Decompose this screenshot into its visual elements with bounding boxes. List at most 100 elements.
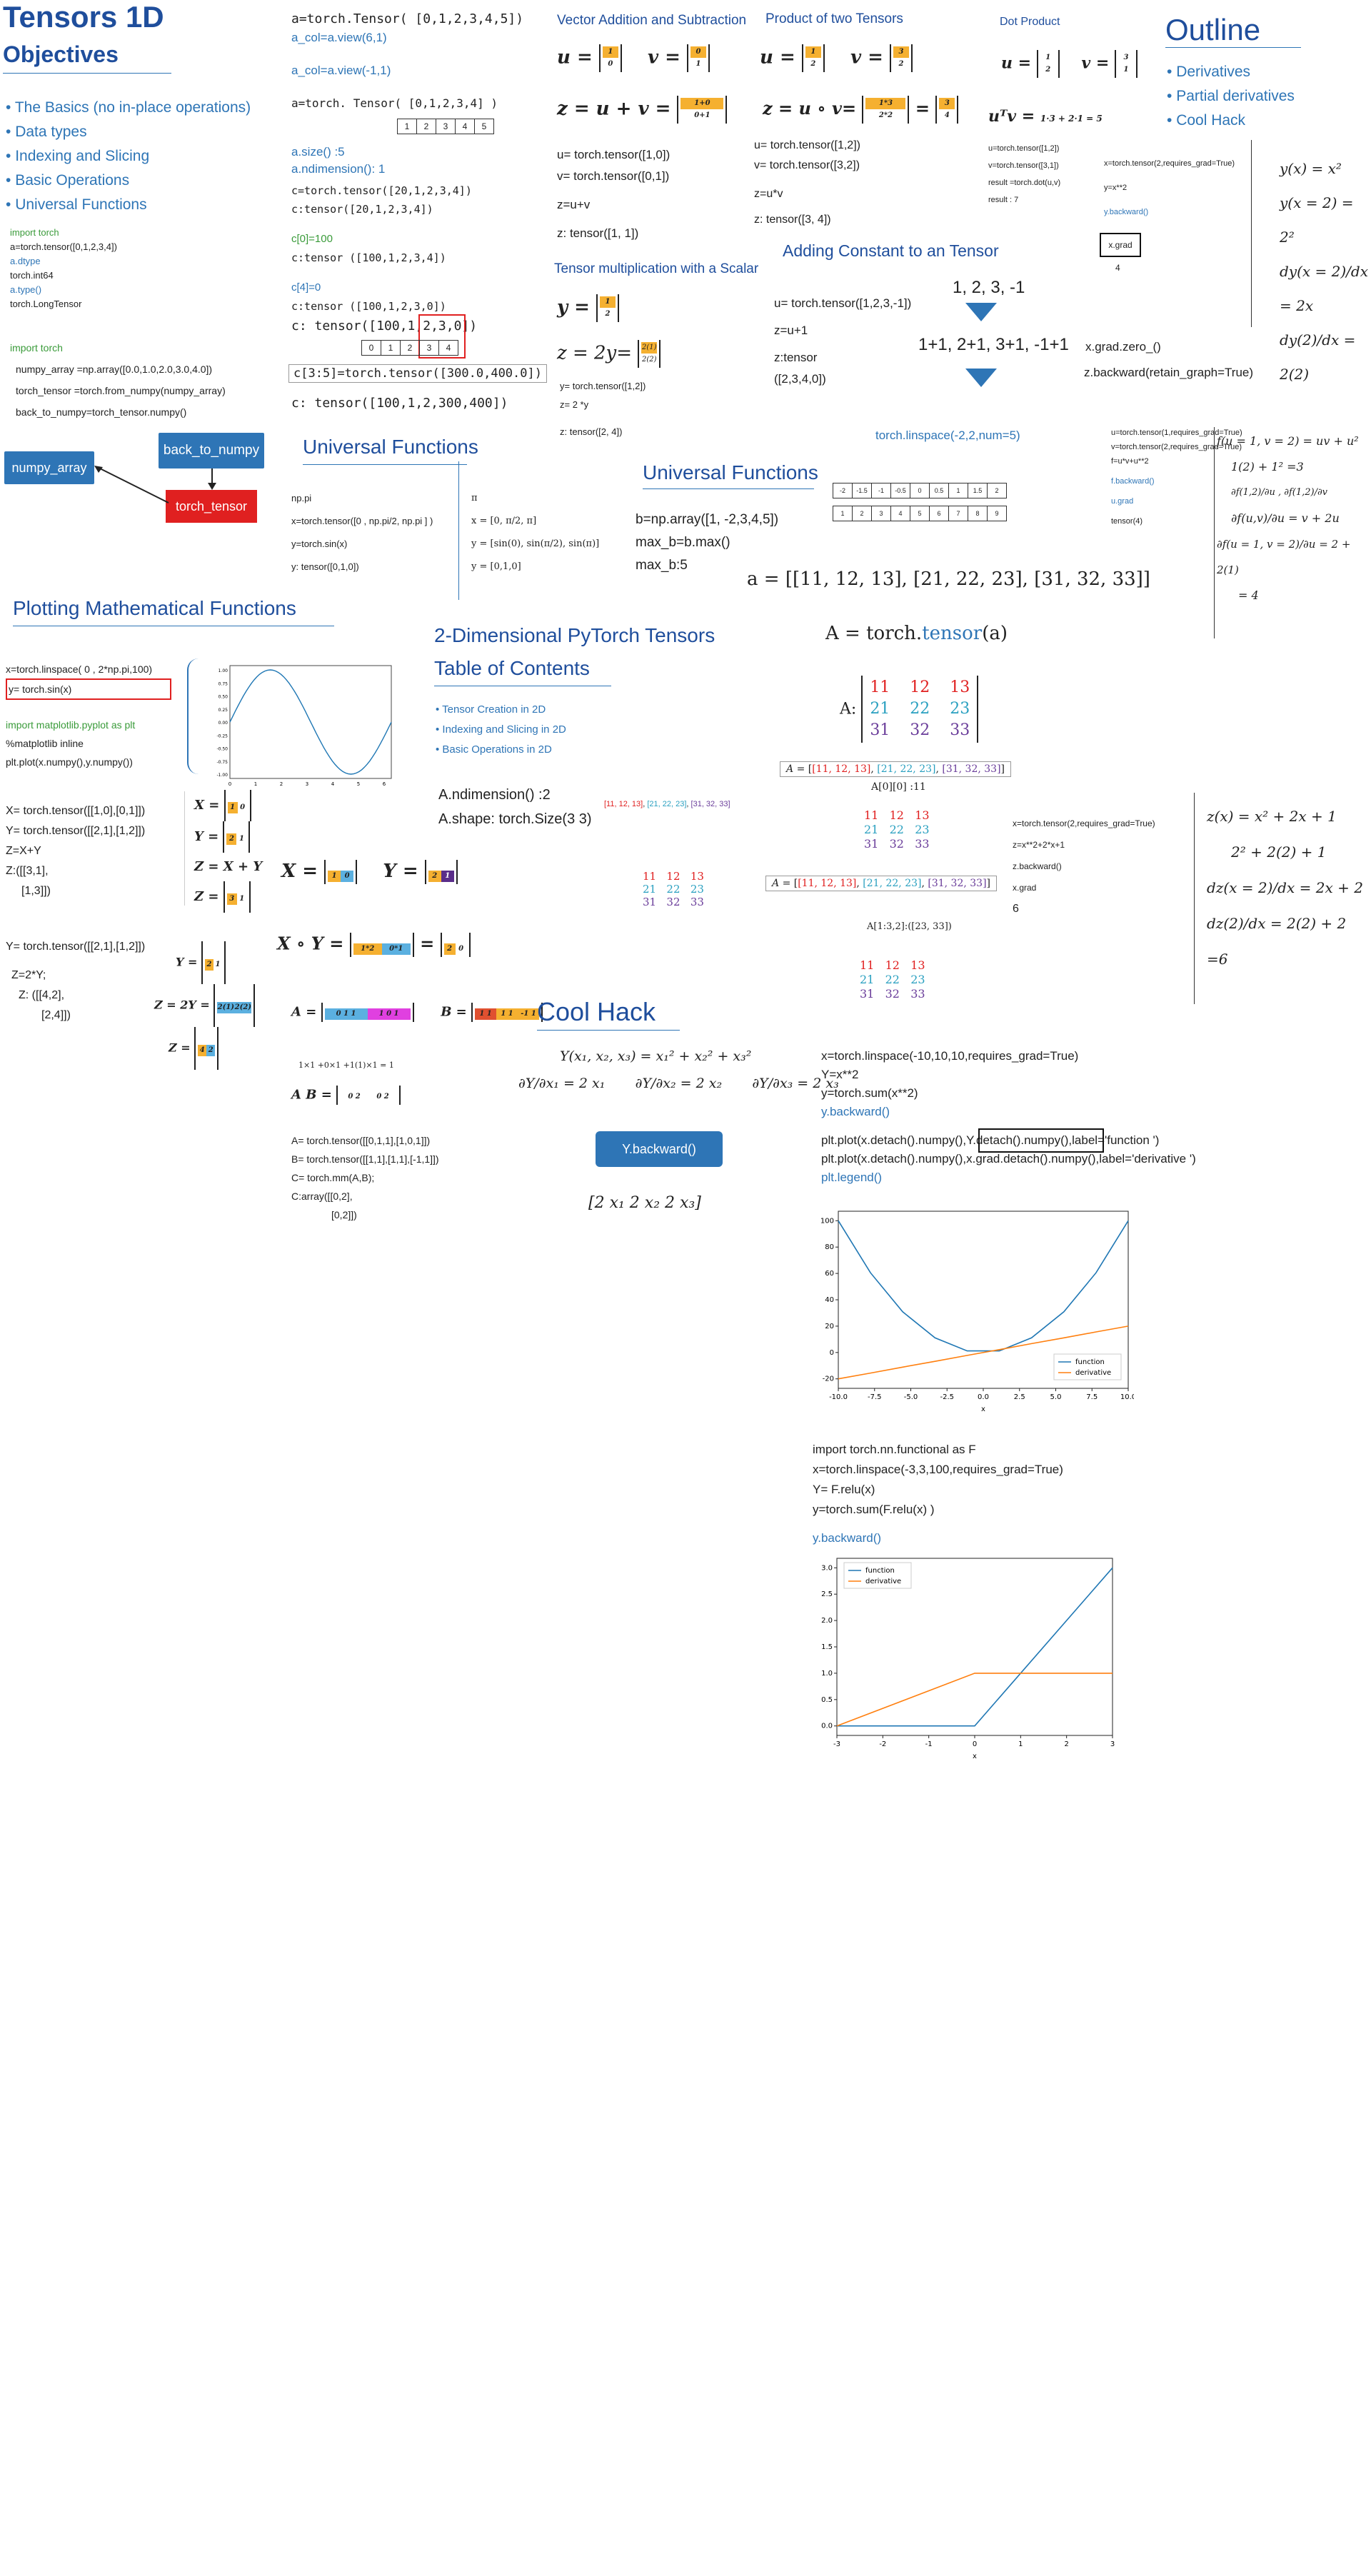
partial-2: ∂Y/∂x₂ = 2 x₂ xyxy=(635,1076,723,1091)
objective-item[interactable]: Basic Operations xyxy=(6,169,251,193)
code-line: y.backward() xyxy=(821,1105,890,1118)
dot-formula: uᵀv = 1·3 + 2·1 = 5 xyxy=(988,107,1103,126)
code-line: a=torch. Tensor( [0,1,2,3,4] ) xyxy=(291,96,498,110)
toc-item[interactable]: Tensor Creation in 2D xyxy=(436,700,566,720)
objective-item[interactable]: Data types xyxy=(6,120,251,144)
code-line: max_b=b.max() xyxy=(636,535,730,550)
shape-line: A.shape: torch.Size(3 3) xyxy=(438,811,592,827)
toc-item[interactable]: Basic Operations in 2D xyxy=(436,740,566,760)
math-line: 1(2) + 1² =3 xyxy=(1231,460,1304,473)
y-tick-label: 0.00 xyxy=(219,721,228,726)
code-line: A= torch.tensor([[0,1,1],[1,0,1]]) xyxy=(291,1135,431,1146)
code-line: Z: ([[4,2], xyxy=(19,989,65,1001)
code-line: [0,2]]) xyxy=(331,1209,357,1221)
code-line: np.pi xyxy=(291,493,312,503)
vector-z: 1+0 0+1 xyxy=(677,96,728,124)
a-lists-2: A = [[11, 12, 13], [21, 22, 23], [31, 32… xyxy=(765,876,998,891)
code-line: v=torch.tensor([3,1]) xyxy=(988,161,1059,170)
y-tick-label: 3.0 xyxy=(821,1564,833,1572)
matrix-prod: 1*2 0*1 xyxy=(349,933,414,957)
legend-label: function xyxy=(865,1567,895,1575)
series-line xyxy=(836,1673,1113,1727)
y-tick-label: 20 xyxy=(825,1323,834,1330)
a-tensor: A = torch.tensor(a) xyxy=(825,623,1008,644)
numpy-array-button[interactable]: numpy_array xyxy=(4,451,94,484)
add-const-code: u= torch.tensor([1,2,3,-1]) z=u+1 z:tens… xyxy=(774,293,911,390)
x-tick-label: 1 xyxy=(1018,1740,1023,1748)
outline-list: Derivatives Partial derivatives Cool Hac… xyxy=(1167,60,1295,133)
back-to-numpy-button[interactable]: back_to_numpy xyxy=(159,433,264,468)
outline-item[interactable]: Partial derivatives xyxy=(1167,84,1295,109)
cool-hack-title: Cool Hack xyxy=(537,997,656,1026)
objectives-title: Objectives xyxy=(3,41,119,67)
x-tick-label: 4 xyxy=(331,781,335,787)
divider xyxy=(184,791,185,906)
z-equations: z(x) = x² + 2x + 1 2² + 2(2) + 1 dz(x = … xyxy=(1207,798,1371,977)
code-line: Y=x**2 xyxy=(821,1068,859,1081)
code-line: result =torch.dot(u,v) xyxy=(988,179,1061,187)
backward-button[interactable]: Y.backward() xyxy=(596,1131,723,1167)
code-line: C:array([[0,2], xyxy=(291,1191,353,1202)
divider xyxy=(3,73,171,74)
code-line: import torch xyxy=(10,227,59,238)
code-line: c[4]=0 xyxy=(291,281,321,294)
y-tick-label: 2.5 xyxy=(821,1590,833,1598)
y-tick-label: 40 xyxy=(825,1296,834,1304)
toc-title: Table of Contents xyxy=(434,657,590,679)
add-const-title: Adding Constant to an Tensor xyxy=(783,241,999,260)
slice-grid: 11 12 13 21 22 23 31 32 33 xyxy=(860,958,925,1001)
sin-plot: 1.00 0.75 0.50 0.25 0.00 -0.25 -0.50 -0.75 -1.00… xyxy=(216,665,392,787)
math-line: y(x) = x² xyxy=(1280,160,1342,177)
size-line: a.size() :5 xyxy=(291,145,345,159)
dot-code: u=torch.tensor([1,2]) v=torch.tensor([3,… xyxy=(988,140,1060,209)
outline-item[interactable]: Cool Hack xyxy=(1167,109,1295,133)
x-tick-label: 2 xyxy=(1064,1740,1068,1748)
scale-2d-code: Y= torch.tensor([[2,1],[1,2]]) Z=2*Y; Z:… xyxy=(6,937,145,1026)
code-line: plt.plot(x.detach().numpy(),Y.detach().n… xyxy=(821,1133,1160,1147)
x-tick-label: -7.5 xyxy=(868,1393,882,1401)
cool-code-1: x=torch.linspace(-10,10,10,requires_grad… xyxy=(821,1047,1196,1187)
two-d-title: 2-Dimensional PyTorch Tensors xyxy=(434,624,715,646)
code-line: y: tensor([0,1,0]) xyxy=(291,561,359,572)
code-line: ([2,3,4,0]) xyxy=(774,372,826,386)
series-line xyxy=(838,1220,1129,1352)
toc-item[interactable]: Indexing and Slicing in 2D xyxy=(436,720,566,740)
code-line: z=u+1 xyxy=(774,324,808,337)
y-tick-label: 0.50 xyxy=(219,695,228,700)
code-line: x=torch.tensor(2,requires_grad=True) xyxy=(1013,818,1155,828)
code-line: z: tensor([3, 4]) xyxy=(754,214,831,226)
y-tick-label: 1.00 xyxy=(219,668,228,673)
code-line: B= torch.tensor([[1,1],[1,1],[-1,1]]) xyxy=(291,1153,439,1165)
add-2d-code: X= torch.tensor([[1,0],[0,1]]) Y= torch.… xyxy=(6,801,145,901)
y-tick-label: -0.75 xyxy=(216,760,228,765)
matrix-2y: 2(1)2(2) xyxy=(214,984,256,1027)
y-tick-label: 0.5 xyxy=(821,1696,833,1704)
objective-item[interactable]: Universal Functions xyxy=(6,193,251,217)
uf-title: Universal Functions xyxy=(303,436,478,458)
math-line: y = [0,1,0] xyxy=(471,561,521,572)
torch-tensor-button[interactable]: torch_tensor xyxy=(166,490,257,523)
outline-item[interactable]: Derivatives xyxy=(1167,60,1295,84)
math-line: dz(x = 2)/dx = 2x + 2 xyxy=(1207,879,1363,896)
grad-value: 4 xyxy=(1115,263,1120,273)
conversion-arrows xyxy=(94,466,169,503)
c-result-line: c: tensor([100,1,2,300,400]) xyxy=(291,396,508,411)
math-line: dy(x = 2)/dx = 2x xyxy=(1280,263,1369,314)
code-line: torch_tensor =torch.from_numpy(numpy_arr… xyxy=(16,385,226,396)
objective-item[interactable]: Indexing and Slicing xyxy=(6,144,251,169)
objective-item[interactable]: The Basics (no in-place operations) xyxy=(6,96,251,120)
partial-equations: f(u = 1, v = 2) = uv + u² 1(2) + 1² =3 ∂… xyxy=(1217,429,1371,608)
x-tick-label: 6 xyxy=(383,781,386,787)
code-line: z.backward() xyxy=(1013,861,1062,871)
dtype-code: import torch a=torch.tensor([0,1,2,3,4])… xyxy=(10,226,117,311)
mm-code: A= torch.tensor([[0,1,1],[1,0,1]]) B= to… xyxy=(291,1131,439,1224)
